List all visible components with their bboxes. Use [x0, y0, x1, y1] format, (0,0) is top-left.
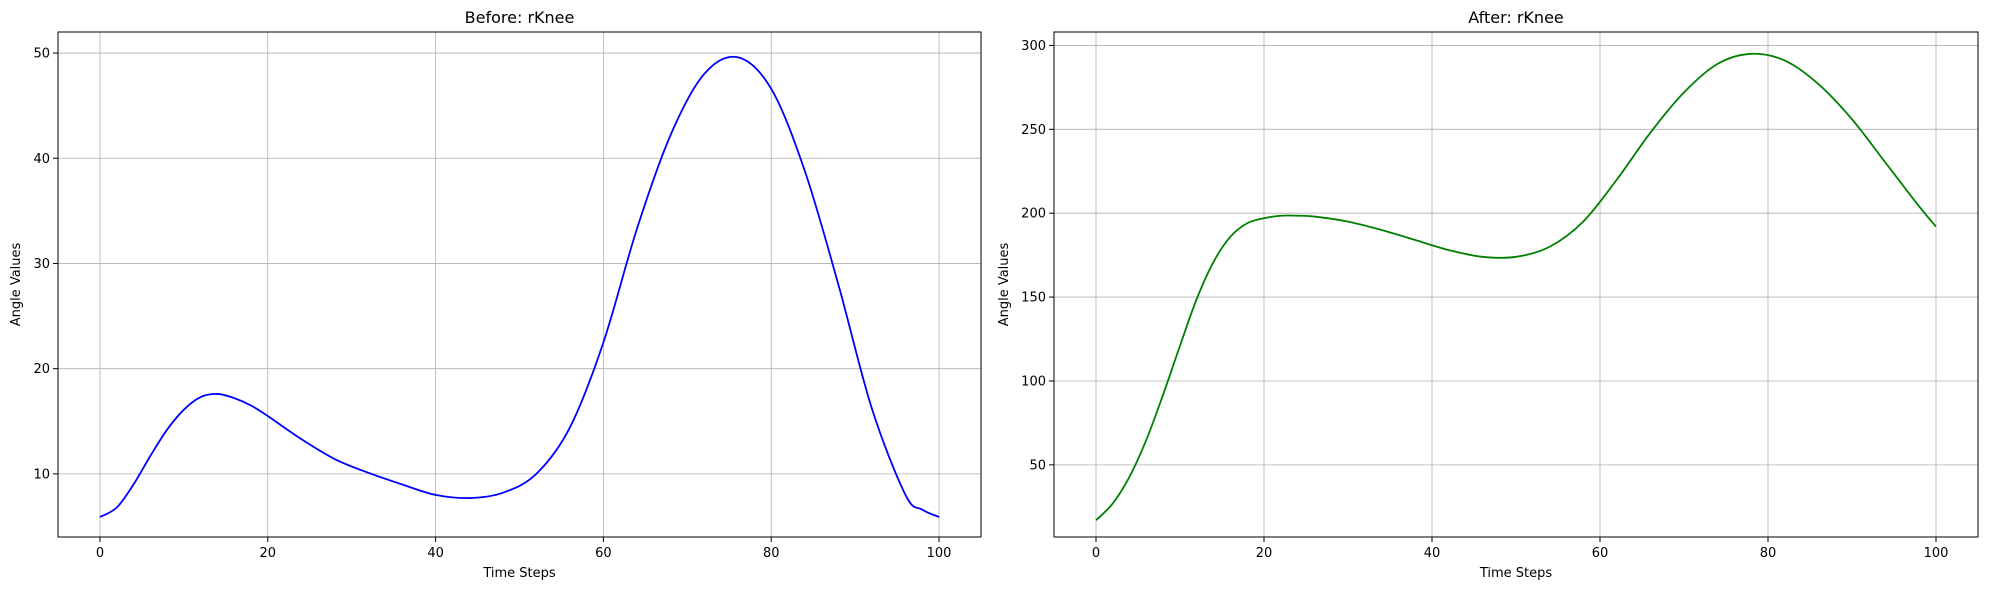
x-tick-label: 80 [1760, 546, 1777, 561]
x-axis-label: Time Steps [1479, 566, 1553, 581]
x-tick-label: 20 [1256, 546, 1273, 561]
plot-frame [1053, 31, 1979, 538]
y-tick-label: 250 [1021, 123, 1046, 138]
y-tick-label: 10 [33, 467, 50, 482]
chart-title: After: rKnee [1468, 8, 1564, 27]
y-tick-label: 300 [1021, 39, 1046, 54]
y-tick-label: 20 [33, 362, 50, 377]
x-tick-label: 0 [1092, 546, 1100, 561]
x-tick-label: 40 [1424, 546, 1441, 561]
x-tick-label: 60 [595, 546, 612, 561]
x-tick-label: 20 [259, 546, 276, 561]
y-tick-label: 150 [1021, 291, 1046, 306]
chart-title: Before: rKnee [465, 8, 575, 27]
y-tick-label: 50 [33, 47, 50, 62]
axis-ticks: 0 20 40 60 80 100 10 20 30 40 50 [33, 47, 951, 561]
x-tick-label: 0 [96, 546, 104, 561]
x-tick-label: 100 [1924, 546, 1949, 561]
y-tick-label: 200 [1021, 207, 1046, 222]
chart-before-rknee: Before: rKnee 0 20 40 60 80 100 10 20 30 40 50 Tim… [9, 8, 982, 581]
y-axis-label: Angle Values [9, 242, 24, 326]
y-axis-label: Angle Values [997, 242, 1012, 326]
series-line-before [99, 55, 940, 518]
y-tick-label: 100 [1021, 374, 1046, 389]
axis-ticks: 0 20 40 60 80 100 50 100 150 200 250 300 [1021, 39, 1948, 561]
grid [58, 32, 981, 537]
y-tick-label: 40 [33, 152, 50, 167]
y-tick-label: 30 [33, 257, 50, 272]
x-axis-label: Time Steps [482, 566, 556, 581]
chart-after-rknee: After: rKnee 0 20 40 60 80 100 50 100 150 200 250 3… [997, 8, 1979, 581]
x-tick-label: 40 [427, 546, 444, 561]
x-tick-label: 80 [763, 546, 780, 561]
x-tick-label: 60 [1592, 546, 1609, 561]
y-tick-label: 50 [1029, 458, 1046, 473]
grid [1054, 32, 1978, 537]
series-line-after [1095, 52, 1937, 521]
plot-frame [57, 31, 982, 538]
x-tick-label: 100 [927, 546, 952, 561]
